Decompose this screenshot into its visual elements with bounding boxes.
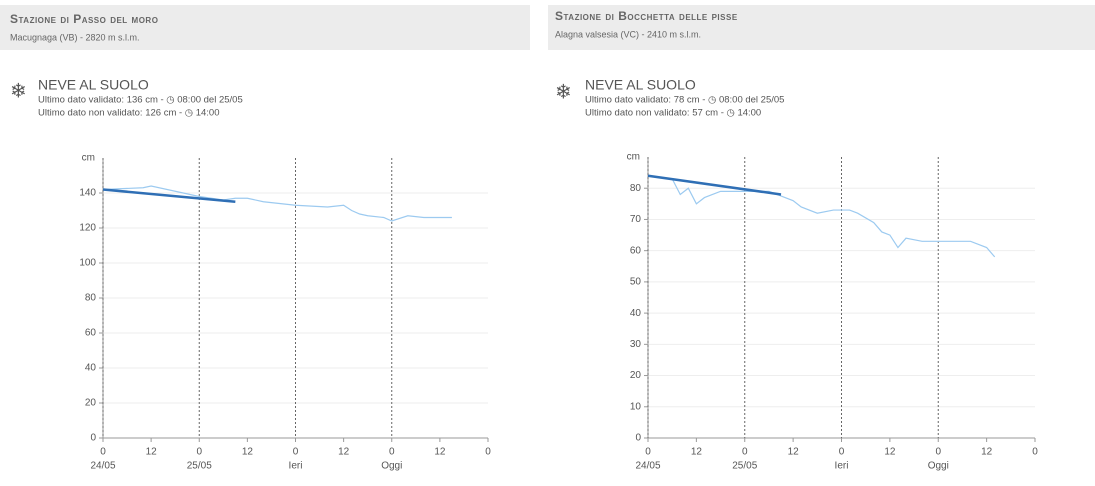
- y-tick-label: 40: [85, 363, 97, 374]
- validated-info: Ultimo dato validato: 78 cm - ◷ 08:00 de…: [585, 95, 784, 106]
- y-tick-label: 100: [79, 258, 96, 269]
- y-tick-label: 60: [630, 245, 642, 256]
- y-tick-label: 10: [630, 401, 642, 412]
- series-line: [647, 174, 782, 196]
- x-tick-label: 12: [434, 447, 446, 458]
- x-tick-label: 12: [146, 447, 158, 458]
- x-date-label: 25/05: [732, 461, 757, 472]
- header-bar: [0, 5, 530, 50]
- y-axis-label: cm: [82, 153, 95, 164]
- y-tick-label: 30: [630, 339, 642, 350]
- y-tick-label: 70: [630, 214, 642, 225]
- y-axis-label: cm: [627, 152, 640, 163]
- station-title: Stazione di Bocchetta delle pisse: [555, 9, 738, 23]
- section-title: NEVE AL SUOLO: [38, 77, 149, 93]
- y-tick-label: 80: [85, 293, 97, 304]
- x-date-label: Oggi: [928, 461, 949, 472]
- x-tick-label: 12: [981, 447, 993, 458]
- x-tick-label: 12: [242, 447, 254, 458]
- snow-icon: ❄: [10, 80, 27, 102]
- station-title: Stazione di Passo del moro: [10, 12, 158, 26]
- x-tick-label: 12: [691, 447, 703, 458]
- y-tick-label: 20: [85, 398, 97, 409]
- x-tick-label: 12: [884, 447, 896, 458]
- x-tick-label: 0: [742, 447, 748, 458]
- series-line: [647, 175, 996, 258]
- station-location: Alagna valsesia (VC) - 2410 m s.l.m.: [555, 29, 701, 39]
- y-tick-label: 50: [630, 277, 642, 288]
- y-tick-label: 0: [90, 433, 96, 444]
- x-tick-label: 0: [645, 447, 651, 458]
- x-date-label: 25/05: [187, 461, 212, 472]
- x-tick-label: 0: [100, 447, 106, 458]
- x-date-label: Oggi: [381, 461, 402, 472]
- station-location: Macugnaga (VB) - 2820 m s.l.m.: [10, 32, 140, 42]
- not-validated-info: Ultimo dato non validato: 126 cm - ◷ 14:…: [38, 108, 220, 119]
- x-tick-label: 0: [485, 447, 491, 458]
- x-date-label: 24/05: [635, 461, 660, 472]
- x-tick-label: 0: [935, 447, 941, 458]
- not-validated-info: Ultimo dato non validato: 57 cm - ◷ 14:0…: [585, 108, 761, 119]
- y-tick-label: 80: [630, 183, 642, 194]
- header-bar: [548, 5, 1095, 50]
- validated-info: Ultimo dato validato: 136 cm - ◷ 08:00 d…: [38, 95, 243, 106]
- y-tick-label: 60: [85, 328, 97, 339]
- x-tick-label: 0: [1032, 447, 1038, 458]
- x-date-label: 24/05: [90, 461, 115, 472]
- snow-icon: ❄: [555, 81, 572, 103]
- x-date-label: Ieri: [835, 461, 849, 472]
- y-tick-label: 140: [79, 188, 96, 199]
- x-tick-label: 0: [389, 447, 395, 458]
- series-line: [102, 188, 236, 203]
- y-tick-label: 120: [79, 223, 96, 234]
- x-tick-label: 0: [839, 447, 845, 458]
- y-tick-label: 40: [630, 308, 642, 319]
- y-tick-label: 20: [630, 370, 642, 381]
- y-tick-label: 0: [635, 433, 641, 444]
- x-date-label: Ieri: [289, 461, 303, 472]
- x-tick-label: 12: [338, 447, 350, 458]
- section-title: NEVE AL SUOLO: [585, 77, 696, 93]
- series-line: [102, 185, 452, 222]
- x-tick-label: 0: [196, 447, 202, 458]
- x-tick-label: 12: [788, 447, 800, 458]
- x-tick-label: 0: [293, 447, 299, 458]
